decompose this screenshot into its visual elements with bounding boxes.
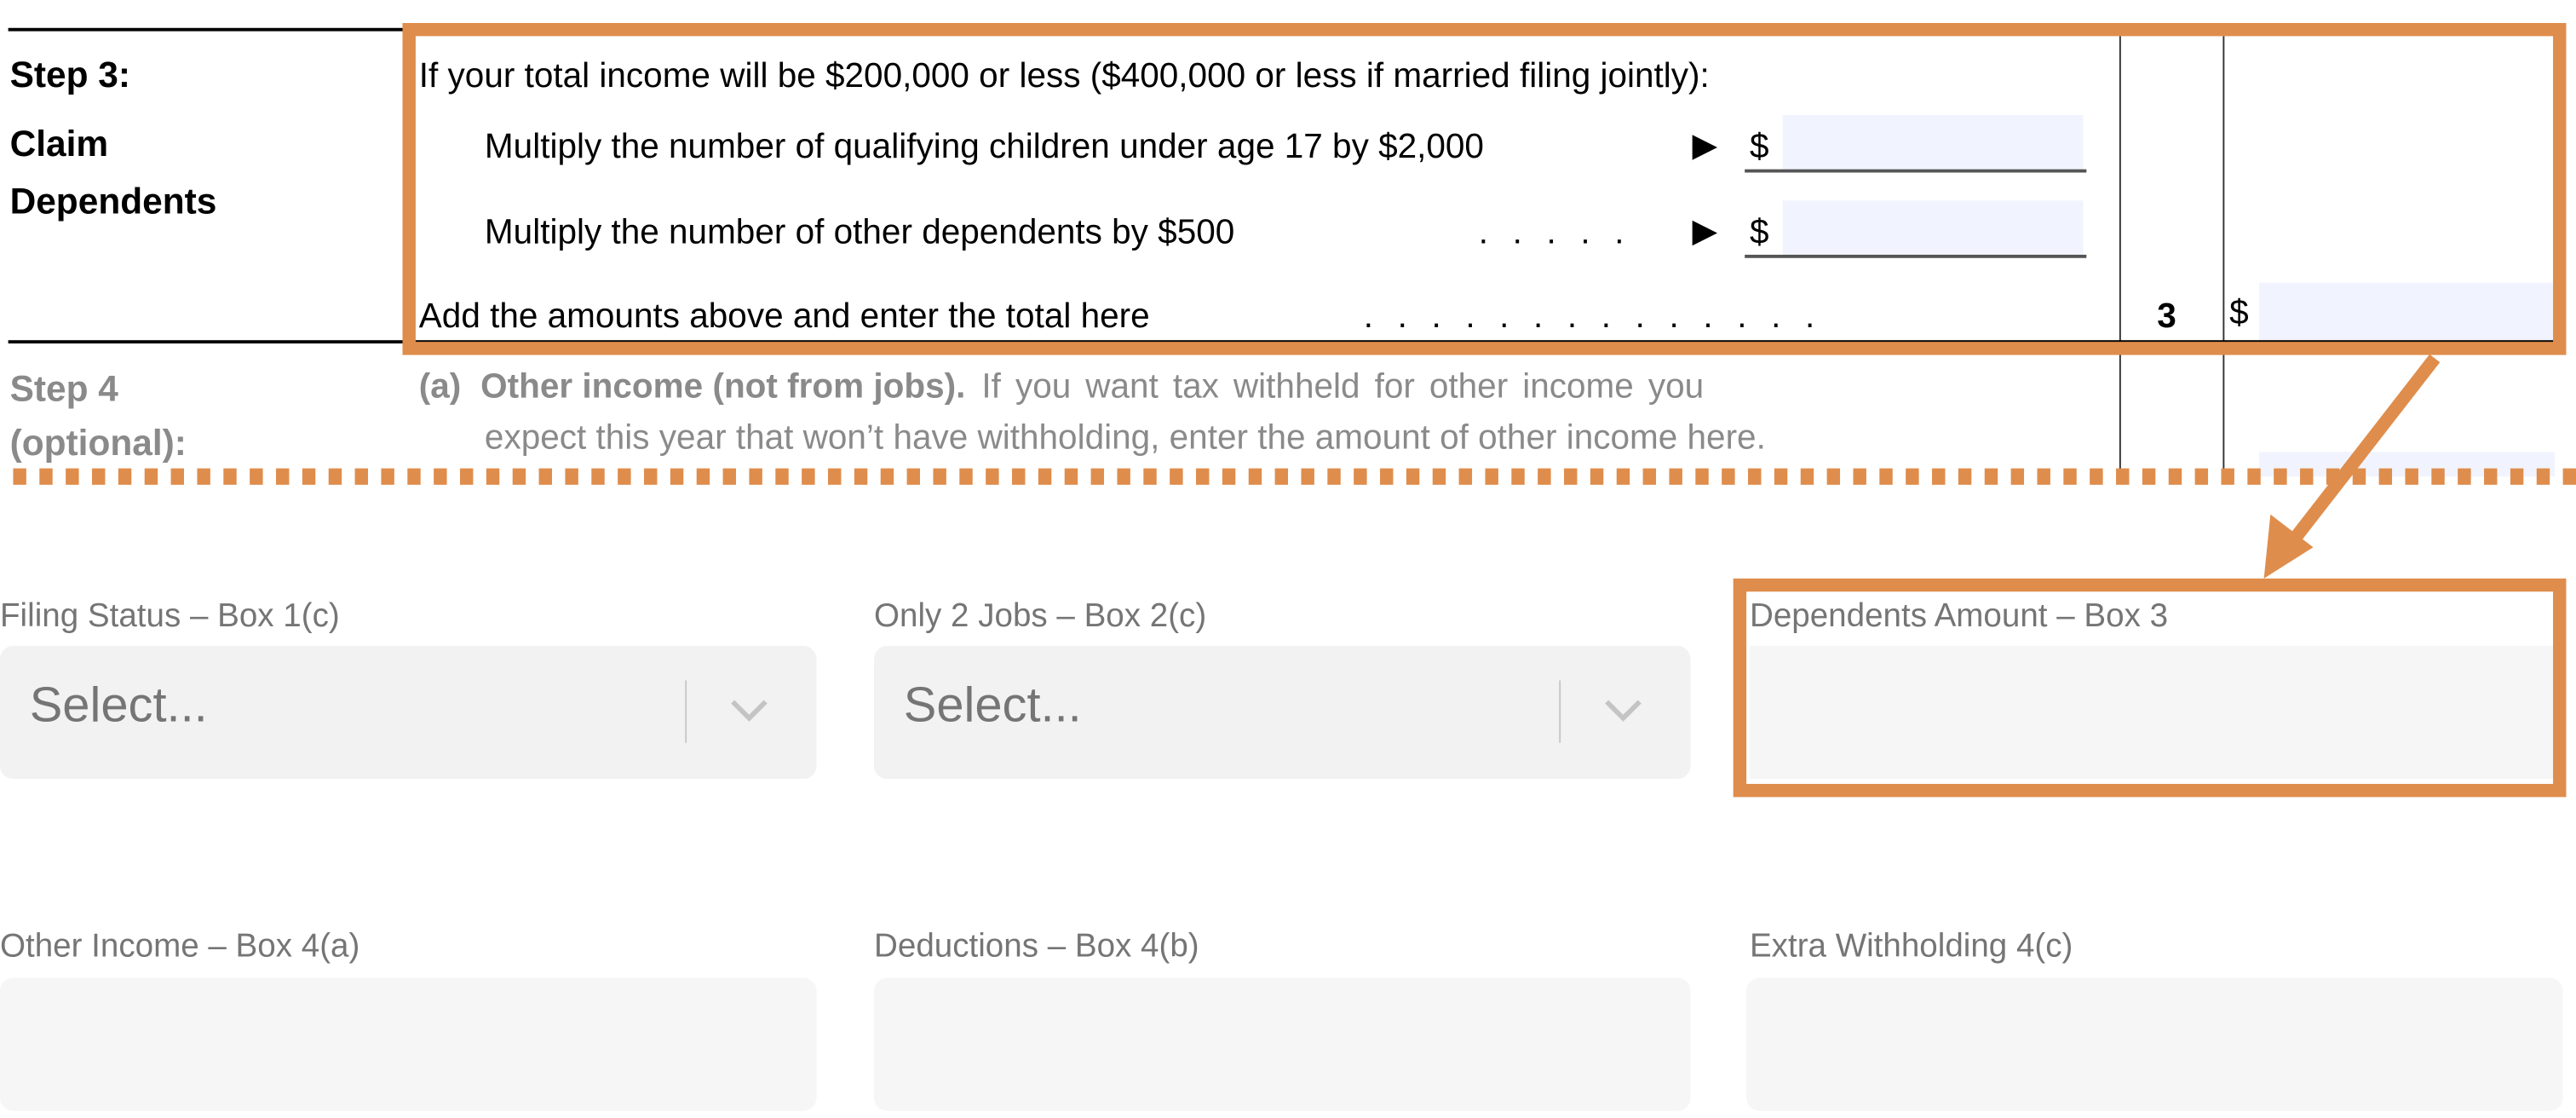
step3-subtitle: Claim [9, 123, 109, 164]
other-dependents-line: Multiply the number of other dependents … [484, 213, 1235, 252]
select-placeholder: Select... [903, 678, 1082, 734]
filing-status-select[interactable]: Select... [0, 645, 817, 780]
step4a-label: (a) [418, 368, 462, 406]
dependents-label: Dependents Amount – Box 3 [1749, 598, 2169, 635]
other-income-label: Other Income – Box 4(a) [0, 928, 360, 965]
currency-sign: $ [1749, 213, 1769, 252]
step4-title: Step 4 [9, 368, 118, 410]
select-placeholder: Select... [29, 678, 208, 734]
arrow-right-icon: ▶ [1692, 213, 1718, 251]
leader-dots: . . . . . [1478, 213, 1624, 252]
underline [1745, 169, 2087, 173]
arrow-right-icon: ▶ [1692, 128, 1718, 164]
step3-intro: If your total income will be $200,000 or… [418, 57, 1710, 95]
total-line: Add the amounts above and enter the tota… [418, 297, 1150, 336]
two-jobs-select[interactable]: Select... [874, 645, 1691, 780]
deductions-input[interactable] [874, 977, 1691, 1111]
deductions-label: Deductions – Box 4(b) [874, 928, 1199, 965]
select-separator [1559, 680, 1561, 743]
dependents-amount-input[interactable] [1749, 645, 2558, 780]
step3-subtitle-2: Dependents [9, 181, 217, 222]
underline [1745, 254, 2087, 258]
chevron-down-icon[interactable] [1601, 692, 1644, 728]
line3-total-input[interactable] [2258, 282, 2555, 341]
children-line: Multiply the number of qualifying childr… [484, 128, 1484, 166]
other-dependents-amount-input[interactable] [1782, 200, 2084, 255]
extra-withholding-input[interactable] [1746, 977, 2563, 1111]
currency-sign: $ [2229, 294, 2249, 332]
leader-dots: . . . . . . . . . . . . . . [1363, 297, 1815, 336]
step4a-heading: Other income (not from jobs). [480, 368, 966, 406]
highlight-box-box3 [1733, 578, 2567, 798]
column-divider [2119, 36, 2121, 477]
filing-status-label: Filing Status – Box 1(c) [0, 598, 340, 635]
step4a-text-2: expect this year that won’t have withhol… [484, 418, 1766, 458]
extra-withholding-label: Extra Withholding 4(c) [1749, 928, 2073, 965]
highlight-box-step3 [402, 23, 2567, 355]
currency-sign: $ [1749, 128, 1769, 166]
dashed-separator [13, 468, 2576, 485]
step4a-line1: (a) Other income (not from jobs). If you… [419, 368, 1704, 407]
two-jobs-label: Only 2 Jobs – Box 2(c) [874, 598, 1207, 635]
step3-title: Step 3: [9, 54, 131, 95]
line-number: 3 [2157, 297, 2176, 336]
column-divider [2222, 36, 2225, 477]
select-separator [685, 680, 687, 743]
step4-subtitle: (optional): [9, 422, 187, 464]
chevron-down-icon[interactable] [727, 692, 770, 728]
step4a-text: If you want tax withheld for other incom… [981, 368, 1705, 406]
other-income-input[interactable] [0, 977, 817, 1111]
children-amount-input[interactable] [1782, 115, 2084, 170]
